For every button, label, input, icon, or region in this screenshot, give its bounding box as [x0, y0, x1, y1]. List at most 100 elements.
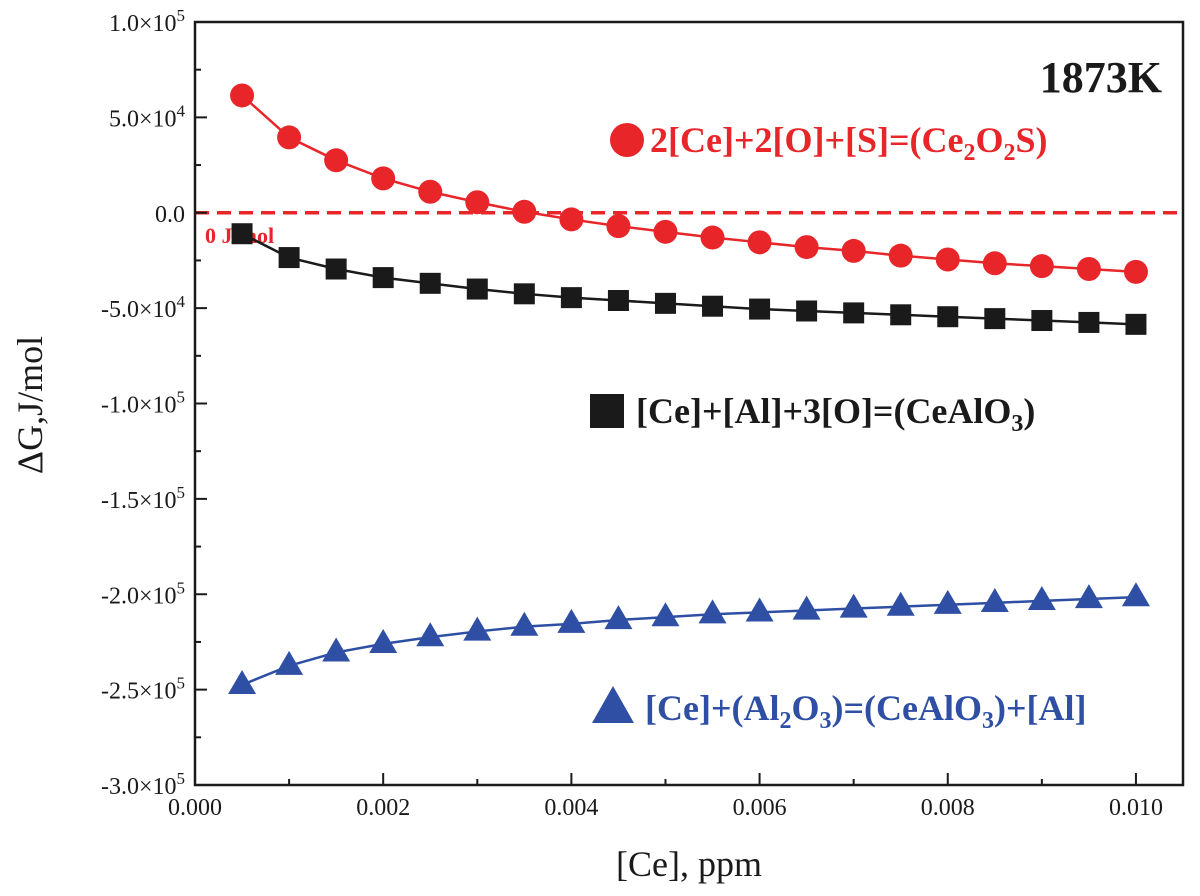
data-point-s1-14 — [890, 304, 912, 326]
legend-group: 2[Ce]+2[O]+[S]=(Ce2O2S)[Ce]+[Al]+3[O]=(C… — [590, 120, 1086, 734]
data-point-s1-7 — [560, 287, 582, 309]
y-tick-mantissa: -1.5×10 — [101, 488, 177, 514]
legend-subscript: 2 — [1003, 140, 1015, 166]
y-tick-mantissa: 0.0 — [155, 202, 185, 228]
data-point-s0-6 — [512, 199, 537, 224]
legend-label-part: [Ce]+(Al — [645, 688, 779, 728]
y-tick-label: 0.0 — [155, 202, 185, 228]
y-tick-label: 1.0×105 — [109, 6, 185, 37]
y-tick-label: -5.0×104 — [101, 292, 186, 323]
data-point-s0-0 — [230, 83, 255, 108]
data-point-s1-11 — [749, 298, 771, 320]
data-point-s1-5 — [466, 278, 488, 300]
x-tick-label: 0.008 — [921, 795, 975, 821]
y-tick-exponent: 5 — [177, 388, 186, 407]
data-point-s2-5 — [463, 616, 492, 641]
legend-label-2: [Ce]+(Al2O3)=(CeAlO3)+[Al] — [645, 688, 1086, 734]
legend-subscript: 2 — [963, 140, 975, 166]
legend-label-part: ) — [1023, 391, 1035, 431]
legend-label-0: 2[Ce]+2[O]+[S]=(Ce2O2S) — [650, 120, 1047, 166]
data-point-s1-1 — [278, 247, 300, 269]
data-point-s1-12 — [796, 300, 818, 322]
data-point-s2-12 — [792, 595, 821, 620]
data-point-s1-4 — [419, 272, 441, 294]
data-point-s0-14 — [888, 243, 913, 268]
y-tick-mantissa: -3.0×10 — [101, 774, 177, 800]
y-tick-mantissa: -2.0×10 — [101, 583, 177, 609]
x-axis-title: [Ce], ppm — [616, 844, 762, 884]
data-point-s2-17 — [1027, 586, 1056, 611]
legend-label-part: 2[Ce]+2[O]+[S]=(Ce — [650, 120, 963, 160]
x-tick-label: 0.000 — [168, 795, 222, 821]
data-point-s1-0 — [231, 223, 253, 245]
y-tick-label: 5.0×104 — [109, 101, 186, 132]
data-point-s0-19 — [1123, 259, 1148, 284]
series-group — [228, 83, 1150, 694]
y-tick-mantissa: -5.0×10 — [101, 297, 177, 323]
data-point-s2-11 — [745, 597, 774, 622]
legend-label-part: S) — [1015, 120, 1047, 160]
data-point-s0-5 — [465, 190, 490, 215]
data-point-s0-9 — [653, 219, 678, 244]
y-tick-mantissa: -1.0×10 — [101, 393, 177, 419]
data-point-s2-16 — [980, 587, 1009, 612]
data-point-s0-12 — [794, 235, 819, 260]
data-point-s2-9 — [651, 602, 680, 627]
y-tick-label: -1.0×105 — [101, 388, 185, 419]
legend-subscript: 2 — [779, 708, 791, 734]
data-point-s2-6 — [510, 611, 539, 636]
data-point-s2-10 — [698, 599, 727, 624]
y-tick-exponent: 5 — [177, 769, 186, 788]
data-point-s0-3 — [371, 166, 396, 191]
legend-label-1: [Ce]+[Al]+3[O]=(CeAlO3) — [636, 391, 1035, 437]
y-tick-label: -2.0×105 — [101, 578, 185, 609]
data-point-s0-18 — [1076, 257, 1101, 282]
data-point-s0-13 — [841, 238, 866, 263]
data-point-s0-4 — [418, 179, 443, 204]
y-tick-exponent: 5 — [177, 578, 186, 597]
y-tick-exponent: 5 — [177, 6, 186, 25]
data-point-s2-4 — [416, 622, 445, 647]
data-point-s1-3 — [372, 267, 394, 289]
y-tick-exponent: 5 — [177, 483, 186, 502]
y-tick-mantissa: -2.5×10 — [101, 679, 177, 705]
data-point-s0-2 — [324, 148, 349, 173]
axes-group — [193, 20, 1185, 787]
data-point-s0-10 — [700, 225, 725, 250]
legend-label-part: )+[Al] — [994, 688, 1086, 728]
data-point-s1-9 — [654, 292, 676, 314]
legend-marker-0 — [610, 123, 644, 157]
legend-label-part: O — [791, 688, 819, 728]
data-point-s1-6 — [513, 283, 535, 305]
data-point-s1-8 — [607, 289, 629, 311]
data-point-s2-8 — [604, 605, 633, 630]
temperature-annotation: 1873K — [1040, 53, 1162, 102]
data-point-s2-13 — [839, 593, 868, 618]
data-point-s2-15 — [933, 589, 962, 614]
y-tick-exponent: 4 — [177, 292, 186, 311]
legend-subscript: 3 — [982, 708, 994, 734]
data-point-s0-11 — [747, 230, 772, 255]
tick-labels-group: 0.000 0.002 0.004 0.006 0.008 0.0101.0×1055.0… — [101, 6, 1163, 821]
y-tick-exponent: 5 — [177, 674, 186, 693]
legend-marker-1 — [590, 394, 624, 428]
y-tick-exponent: 4 — [177, 101, 186, 120]
data-point-s0-16 — [982, 251, 1007, 276]
y-tick-label: -2.5×105 — [101, 674, 185, 705]
data-point-s1-16 — [984, 308, 1006, 330]
data-point-s1-2 — [325, 258, 347, 280]
legend-label-part: )=(CeAlO — [831, 688, 981, 728]
data-point-s2-2 — [322, 637, 351, 662]
data-point-s1-10 — [702, 295, 724, 317]
data-point-s1-19 — [1125, 313, 1147, 335]
legend-subscript: 3 — [1011, 411, 1023, 437]
legend-marker-2 — [592, 686, 634, 723]
data-point-s2-19 — [1121, 582, 1150, 607]
y-tick-label: -3.0×105 — [101, 769, 185, 800]
y-tick-label: -1.5×105 — [101, 483, 185, 514]
data-point-s1-18 — [1078, 311, 1100, 333]
data-point-s1-17 — [1031, 310, 1053, 332]
data-point-s2-7 — [557, 608, 586, 633]
data-point-s0-7 — [559, 207, 584, 232]
